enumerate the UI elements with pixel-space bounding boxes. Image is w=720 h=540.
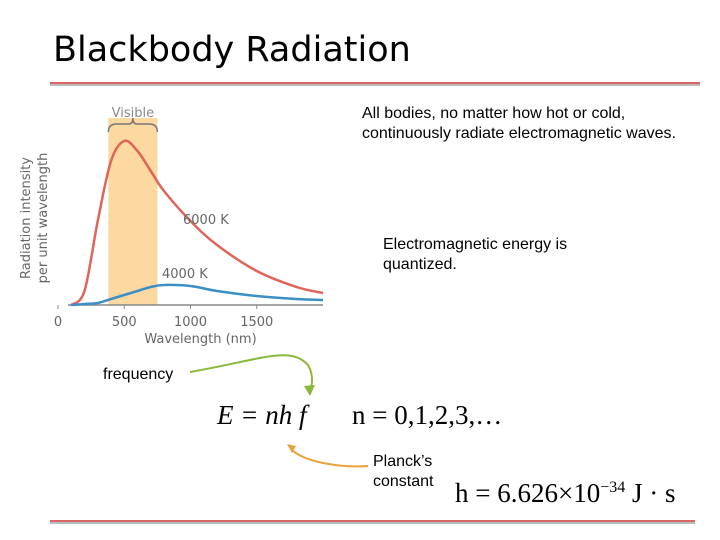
equation: E = nh f: [217, 400, 307, 430]
equation: h = 6.626×10−34 J · s: [455, 478, 676, 509]
x-tick-label: 1500: [240, 315, 273, 330]
frequency-arrow: [189, 354, 313, 393]
equation: n = 0,1,2,3,…: [352, 400, 503, 430]
visible-brace: [107, 117, 159, 133]
x-tick-label: 0: [54, 315, 62, 330]
frequency-label: frequency: [103, 366, 174, 383]
planck-arrowhead: [287, 444, 296, 453]
series-line: [71, 283, 324, 307]
planck-label: Planck’s constant: [373, 452, 433, 492]
y-axis-label: per unit wavelength: [36, 153, 51, 284]
equation-lhs: h = 6.626×10: [455, 478, 601, 508]
blackbody-chart: Visible 0 500 1000 1500 Wavelength (nm) Radiat…: [18, 100, 325, 350]
paragraph: Electromagnetic energy is quantized.: [383, 236, 568, 273]
planck-label-line: Planck’s: [373, 453, 433, 470]
x-tick-label: 1000: [174, 315, 207, 330]
paragraph: All bodies, no matter how hot or cold, c…: [362, 105, 676, 142]
chart-background: [18, 100, 325, 350]
series-line: [70, 139, 324, 307]
visible-label: Visible: [112, 106, 154, 121]
equation-unit: J · s: [632, 478, 676, 508]
x-axis-label: Wavelength (nm): [144, 332, 256, 347]
frequency-arrowhead: [304, 385, 315, 396]
x-tick-label: 500: [112, 315, 137, 330]
equation-exponent: −34: [600, 479, 626, 496]
series-label: 6000 K: [183, 213, 229, 228]
planck-label-line: constant: [373, 473, 434, 490]
slide-title: Blackbody Radiation: [53, 30, 411, 70]
series-label: 4000 K: [162, 267, 208, 282]
y-axis-label: Radiation intensity: [19, 157, 34, 279]
planck-arrow: [291, 449, 369, 468]
